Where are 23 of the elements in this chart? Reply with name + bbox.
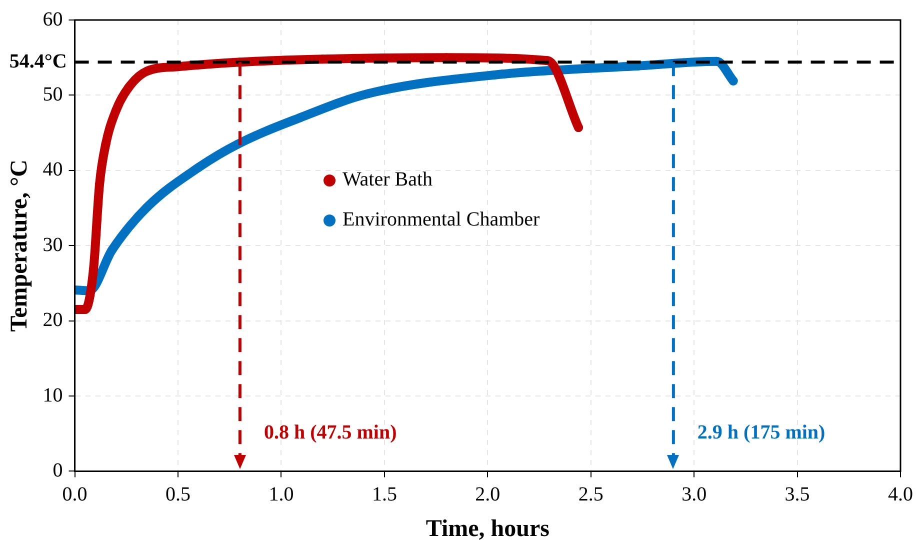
y-tick-label: 40	[42, 158, 63, 181]
ref-line-label: 54.4°C	[9, 50, 67, 72]
legend-label: Environmental Chamber	[342, 208, 540, 231]
x-tick-label: 4.0	[888, 483, 913, 506]
y-tick-label: 50	[42, 83, 63, 106]
x-tick-label: 0.0	[62, 483, 88, 506]
x-axis-title: Time, hours	[426, 516, 550, 542]
x-tick-label: 0.5	[166, 483, 191, 506]
y-tick-label: 60	[42, 8, 63, 30]
x-tick-label: 3.5	[784, 483, 810, 506]
y-tick-label: 0	[52, 459, 63, 482]
x-tick-label: 1.0	[268, 483, 294, 506]
ref-line-label: 2.9 h (175 min)	[697, 421, 826, 444]
x-tick-label: 1.5	[372, 483, 397, 506]
x-tick-label: 3.0	[682, 483, 707, 506]
y-tick-label: 20	[42, 309, 63, 332]
y-axis-title: Temperature, °C	[6, 159, 33, 332]
x-tick-label: 2.5	[578, 483, 604, 506]
ref-line-label: 0.8 h (47.5 min)	[264, 421, 397, 444]
y-tick-label: 10	[42, 384, 63, 406]
legend-label: Water Bath	[342, 168, 433, 191]
y-tick-label: 30	[42, 234, 63, 256]
x-tick-label: 2.0	[475, 483, 500, 506]
